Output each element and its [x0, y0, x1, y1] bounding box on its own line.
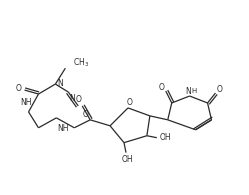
Text: N: N: [57, 79, 63, 88]
Text: NH: NH: [57, 124, 68, 133]
Text: CH$_3$: CH$_3$: [73, 56, 89, 68]
Text: NH: NH: [20, 98, 31, 107]
Text: N: N: [69, 94, 75, 103]
Text: OH: OH: [160, 133, 171, 142]
Text: H: H: [191, 88, 196, 94]
Text: O: O: [82, 110, 88, 119]
Text: N: N: [185, 87, 190, 96]
Text: O: O: [75, 96, 81, 105]
Text: O: O: [217, 85, 222, 94]
Text: OH: OH: [121, 155, 133, 164]
Text: O: O: [127, 98, 133, 107]
Text: O: O: [159, 82, 165, 92]
Text: O: O: [16, 84, 21, 93]
